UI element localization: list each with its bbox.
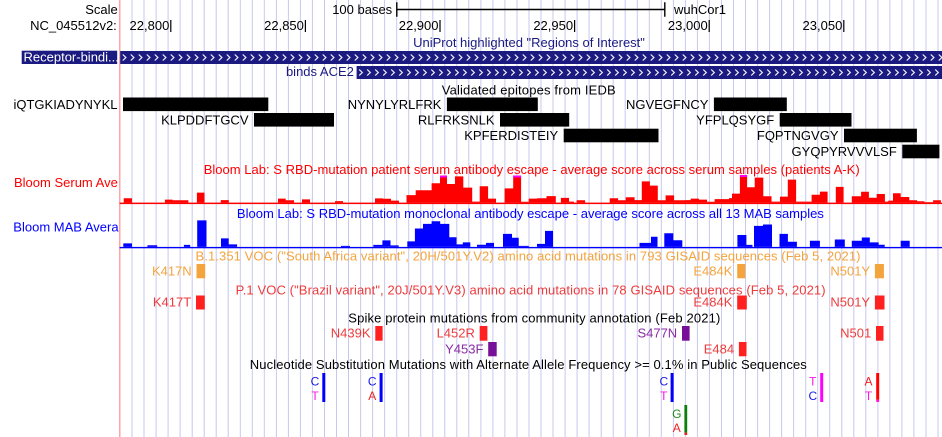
svg-text:B.1.351 VOC ("South Africa var: B.1.351 VOC ("South Africa variant", 20H… — [196, 249, 861, 264]
svg-text:T: T — [311, 389, 319, 403]
svg-text:E484: E484 — [704, 342, 734, 357]
svg-text:A: A — [864, 374, 872, 388]
svg-text:K417T: K417T — [153, 295, 191, 310]
svg-text:23,000: 23,000 — [668, 18, 708, 33]
svg-text:binds ACE2: binds ACE2 — [286, 64, 354, 79]
svg-text:S477N: S477N — [637, 326, 677, 341]
svg-text:E484K: E484K — [693, 264, 732, 279]
svg-text:22,950: 22,950 — [533, 18, 573, 33]
svg-text:Spike protein mutations from c: Spike protein mutations from community a… — [348, 311, 720, 326]
svg-text:Y453F: Y453F — [445, 342, 483, 357]
svg-text:T: T — [809, 374, 817, 388]
svg-text:A: A — [673, 421, 681, 435]
svg-text:L452R: L452R — [437, 326, 475, 341]
svg-text:FQPTNGVGY: FQPTNGVGY — [757, 128, 839, 143]
svg-text:YFPLQSYGF: YFPLQSYGF — [696, 112, 774, 127]
svg-text:NGVEGFNCY: NGVEGFNCY — [626, 97, 709, 112]
svg-text:Scale: Scale — [85, 2, 118, 17]
svg-text:wuhCor1: wuhCor1 — [673, 2, 726, 17]
svg-text:T: T — [660, 389, 668, 403]
svg-text:Bloom Serum Ave: Bloom Serum Ave — [14, 175, 118, 190]
svg-text:22,800: 22,800 — [130, 18, 170, 33]
svg-text:N501: N501 — [840, 326, 871, 341]
svg-text:KPFERDISTEIY: KPFERDISTEIY — [464, 128, 558, 143]
svg-text:Bloom Lab: S RBD-mutation mono: Bloom Lab: S RBD-mutation monoclonal ant… — [237, 206, 825, 221]
svg-text:KLPDDFTGCV: KLPDDFTGCV — [161, 112, 249, 127]
svg-text:UniProt highlighted "Regions o: UniProt highlighted "Regions of Interest… — [413, 35, 645, 50]
svg-text:C: C — [311, 374, 320, 388]
svg-text:K417N: K417N — [152, 264, 192, 279]
svg-text:22,850: 22,850 — [264, 18, 304, 33]
svg-text:C: C — [659, 374, 668, 388]
svg-text:N501Y: N501Y — [830, 295, 870, 310]
svg-text:C: C — [368, 374, 377, 388]
svg-text:N439K: N439K — [331, 326, 371, 341]
svg-text:N501Y: N501Y — [830, 264, 870, 279]
svg-text:A: A — [368, 389, 376, 403]
svg-text:Nucleotide Substitution Mutati: Nucleotide Substitution Mutations with A… — [250, 357, 808, 372]
svg-text:iQTGKIADYNYKL: iQTGKIADYNYKL — [13, 97, 117, 112]
svg-text:NC_045512v2:: NC_045512v2: — [30, 18, 117, 33]
svg-text:E484K: E484K — [693, 295, 732, 310]
svg-text:GYQPYRVVVLSF: GYQPYRVVVLSF — [792, 144, 897, 159]
svg-text:P.1 VOC ("Brazil variant", 20J: P.1 VOC ("Brazil variant", 20J/501Y.V3) … — [236, 283, 826, 298]
svg-text:C: C — [808, 389, 817, 403]
svg-text:22,900: 22,900 — [399, 18, 439, 33]
svg-text:100 bases: 100 bases — [332, 2, 392, 17]
svg-text:T: T — [865, 389, 873, 403]
svg-text:NYNYLYRLFRK: NYNYLYRLFRK — [348, 97, 442, 112]
svg-text:RLFRKSNLK: RLFRKSNLK — [418, 112, 495, 127]
svg-text:23,050: 23,050 — [803, 18, 843, 33]
svg-text:Validated epitopes from IEDB: Validated epitopes from IEDB — [442, 83, 616, 98]
svg-text:G: G — [672, 407, 681, 421]
svg-text:Bloom Lab: S RBD-mutation pati: Bloom Lab: S RBD-mutation patient serum … — [204, 162, 860, 177]
svg-text:Receptor-bindi...: Receptor-bindi... — [24, 50, 119, 65]
svg-text:Bloom MAB Avera: Bloom MAB Avera — [13, 220, 119, 235]
